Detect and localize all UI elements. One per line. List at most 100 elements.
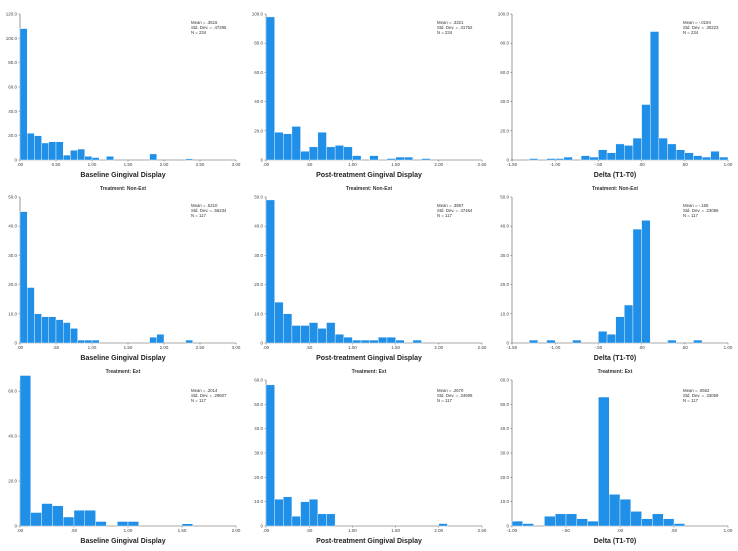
- y-tick-label: 20.0: [500, 128, 509, 133]
- y-tick-label: 0: [14, 341, 17, 346]
- stats-line: Std. Dev. = .30223: [683, 25, 719, 30]
- stats-line: Std. Dev. = .33069: [683, 393, 719, 398]
- histogram-bar: [48, 316, 57, 344]
- histogram-bar: [19, 211, 28, 344]
- axis-lines: [511, 14, 728, 161]
- stats-line: Std. Dev. = .41752: [437, 25, 473, 30]
- stats-line: N = 117: [437, 213, 452, 218]
- histogram-bar: [546, 339, 556, 344]
- y-tick-label: 30.0: [500, 451, 509, 456]
- histogram-bar: [34, 313, 42, 344]
- histogram-bar: [572, 339, 582, 344]
- histogram-bar: [675, 149, 686, 161]
- y-tick-label: 0: [260, 158, 263, 163]
- histogram-bar: [309, 499, 319, 527]
- histogram-bar: [580, 155, 590, 161]
- histogram-bar: [95, 521, 107, 527]
- x-tick-label: 2.00: [232, 528, 241, 533]
- x-axis-title: Delta (T1-T0): [593, 172, 637, 179]
- y-tick-label: 60.0: [254, 70, 263, 75]
- stats-line: Std. Dev. = .23086: [683, 208, 719, 213]
- x-tick-label: -1.00: [507, 528, 518, 533]
- histogram-panel: 0 20.0 40.0 60.0 80.0 100.0 -1.50 -1.00 -.50 .00.…: [492, 0, 738, 183]
- y-tick-label: 10.0: [254, 499, 263, 504]
- histogram-bar: [317, 132, 327, 161]
- histogram-svg: 0 20.0 40.0 60.0 80.0 100.0 .00 .50 1.00 1.50 2.00…: [252, 12, 487, 168]
- stats-line: Mean = .0662: [683, 388, 710, 393]
- y-tick-label: 30.0: [254, 253, 263, 258]
- y-tick-label: 20.0: [8, 133, 17, 138]
- x-tick-label: 1.00: [348, 345, 357, 350]
- histogram-bar: [650, 31, 660, 161]
- histogram-bar: [395, 339, 405, 344]
- stats-legend: Mean = .2014 Std. Dev. = .29607 N = 117: [191, 388, 226, 403]
- histogram-bar: [70, 328, 78, 344]
- stats-line: Std. Dev. = .56234: [191, 208, 227, 213]
- histogram-bar: [565, 513, 578, 527]
- x-axis-title: Delta (T1-T0): [593, 355, 637, 362]
- panel-title: Treatment: Non-Ext: [99, 186, 147, 192]
- histogram-bar: [719, 156, 729, 161]
- y-tick-label: 10.0: [8, 311, 17, 316]
- histogram-bar: [55, 141, 64, 161]
- histogram-bar: [41, 316, 49, 344]
- histogram-bar: [662, 518, 675, 527]
- y-tick-label: 80.0: [8, 60, 17, 65]
- histogram-bar: [630, 511, 642, 527]
- y-tick-label: 40.0: [8, 224, 17, 229]
- histogram-bar: [658, 137, 668, 161]
- histogram-bar: [511, 520, 524, 527]
- x-tick-label: .50: [71, 528, 78, 533]
- histogram-bar: [326, 322, 336, 344]
- histogram-bar: [624, 145, 634, 161]
- y-tick-label: 10.0: [254, 311, 263, 316]
- histogram-bar: [291, 325, 301, 344]
- stats-legend: Mean = .3321 Std. Dev. = .41752 N = 234: [437, 20, 472, 35]
- x-tick-label: 1.50: [124, 345, 133, 350]
- x-tick-label: 1.00: [724, 345, 733, 350]
- stats-line: N = 234: [437, 30, 453, 35]
- y-tick-label: 0: [260, 341, 263, 346]
- stats-line: Mean = .2670: [437, 388, 464, 393]
- histogram-bar: [63, 322, 71, 344]
- y-tick-label: 40.0: [500, 224, 509, 229]
- histogram-bar: [673, 523, 686, 527]
- y-tick-label: 50.0: [500, 195, 509, 200]
- histogram-bar: [326, 146, 336, 161]
- histogram-bar: [412, 339, 422, 344]
- panel-title: Treatment: Ext: [351, 369, 387, 375]
- y-tick-label: 20.0: [500, 282, 509, 287]
- histogram-bar: [589, 156, 599, 161]
- y-tick-label: 30.0: [8, 253, 17, 258]
- x-tick-label: .00: [17, 345, 24, 350]
- y-tick-label: 40.0: [8, 109, 17, 114]
- histogram-bar: [73, 510, 86, 527]
- x-tick-label: 2.00: [434, 528, 443, 533]
- y-tick-label: 20.0: [254, 128, 263, 133]
- y-tick-label: 0: [14, 158, 17, 163]
- histogram-bar: [369, 339, 379, 344]
- x-axis-title: Baseline Gingival Display: [80, 172, 166, 179]
- stats-legend: Mean = .0662 Std. Dev. = .33069 N = 117: [683, 388, 718, 403]
- x-tick-label: 1.50: [391, 528, 400, 533]
- histogram-bar: [309, 146, 319, 161]
- panel-title: Treatment: Non-Ext: [591, 186, 639, 192]
- x-tick-label: -1.00: [550, 345, 561, 350]
- histogram-bar: [421, 158, 431, 161]
- y-tick-label: 60.0: [8, 389, 17, 394]
- histogram-bar: [693, 155, 703, 161]
- x-tick-label: 3.00: [232, 345, 241, 350]
- stats-line: N = 234: [683, 30, 699, 35]
- histogram-svg: 0 10.0 20.0 30.0 40.0 50.0 .00 .50 1.00 1.50 2.00 2…: [8, 195, 241, 351]
- histogram-bar: [274, 499, 284, 527]
- stats-line: N = 117: [191, 213, 206, 218]
- histogram-bar: [710, 151, 720, 161]
- x-tick-label: 1.50: [391, 345, 400, 350]
- histogram-bar: [317, 328, 327, 344]
- histogram-bar: [300, 151, 310, 161]
- histogram-bar: [19, 28, 28, 161]
- x-tick-label: .50: [306, 528, 313, 533]
- x-tick-label: .00: [638, 345, 645, 350]
- histogram-panel: Treatment: Ext 0 20.0 40.0 60.0 .00 .50 1.00 1.5…: [0, 366, 246, 549]
- histogram-bar: [587, 520, 599, 527]
